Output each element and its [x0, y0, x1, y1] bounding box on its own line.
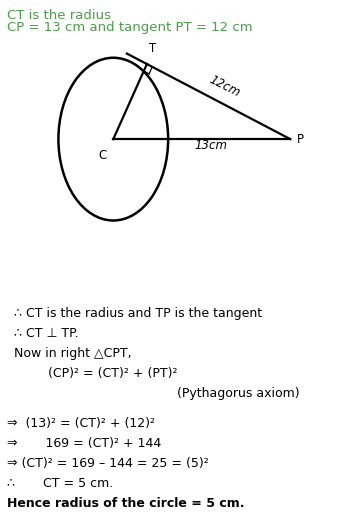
Text: (CP)² = (CT)² + (PT)²: (CP)² = (CT)² + (PT)²: [48, 367, 177, 380]
Text: CT is the radius: CT is the radius: [7, 9, 111, 23]
Text: 13cm: 13cm: [194, 140, 227, 152]
Text: 12cm: 12cm: [207, 73, 242, 99]
Text: ⇒ (CT)² = 169 – 144 = 25 = (5)²: ⇒ (CT)² = 169 – 144 = 25 = (5)²: [7, 457, 209, 470]
Text: T: T: [149, 41, 156, 55]
Text: ⇒       169 = (CT)² + 144: ⇒ 169 = (CT)² + 144: [7, 437, 161, 450]
Text: ∴ CT ⊥ TP.: ∴ CT ⊥ TP.: [14, 327, 79, 340]
Text: ∴ CT is the radius and TP is the tangent: ∴ CT is the radius and TP is the tangent: [14, 307, 262, 320]
Text: C: C: [98, 149, 107, 162]
Text: CP = 13 cm and tangent PT = 12 cm: CP = 13 cm and tangent PT = 12 cm: [7, 21, 253, 34]
Text: P: P: [297, 133, 304, 145]
Text: Now in right △CPT,: Now in right △CPT,: [14, 347, 132, 360]
Text: Hence radius of the circle = 5 cm.: Hence radius of the circle = 5 cm.: [7, 497, 245, 510]
Text: (Pythagorus axiom): (Pythagorus axiom): [177, 387, 299, 400]
Text: ∴       CT = 5 cm.: ∴ CT = 5 cm.: [7, 477, 113, 490]
Text: ⇒  (13)² = (CT)² + (12)²: ⇒ (13)² = (CT)² + (12)²: [7, 417, 155, 430]
